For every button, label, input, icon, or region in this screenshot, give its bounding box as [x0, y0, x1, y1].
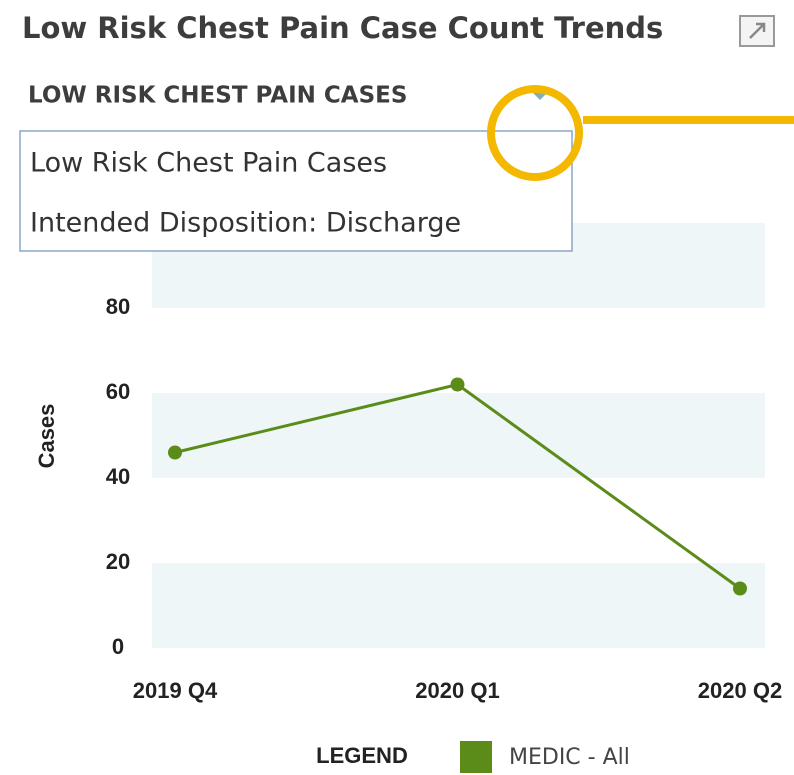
- y-tick-label: 0: [112, 634, 124, 659]
- grid-band: [152, 563, 765, 648]
- expand-icon[interactable]: [739, 15, 775, 47]
- y-tick-label: 80: [106, 294, 130, 319]
- y-axis-label: Cases: [34, 404, 59, 469]
- grid-band: [152, 393, 765, 478]
- point: [168, 445, 182, 460]
- y-tick-label: 20: [106, 549, 130, 574]
- title: Low Risk Chest Pain Case Count Trends: [22, 11, 663, 45]
- legend-label: MEDIC - All: [509, 745, 630, 770]
- x-tick-label: 2020 Q1: [415, 678, 499, 703]
- x-tick-label: 2020 Q2: [698, 678, 782, 703]
- selector-label[interactable]: LOW RISK CHEST PAIN CASES: [28, 83, 407, 109]
- dropdown-option[interactable]: Intended Disposition: Discharge: [30, 208, 461, 239]
- y-tick-label: 40: [106, 464, 130, 489]
- dropdown-option[interactable]: Low Risk Chest Pain Cases: [30, 148, 387, 179]
- highlight-circle: [487, 85, 583, 181]
- point: [450, 377, 465, 392]
- y-tick-label: 60: [106, 379, 130, 404]
- dropdown-menu: Low Risk Chest Pain Cases Intended Dispo…: [19, 130, 573, 252]
- point: [733, 581, 747, 596]
- legend-swatch: [460, 741, 492, 773]
- legend-title: LEGEND: [316, 743, 408, 768]
- x-tick-label: 2019 Q4: [133, 678, 218, 703]
